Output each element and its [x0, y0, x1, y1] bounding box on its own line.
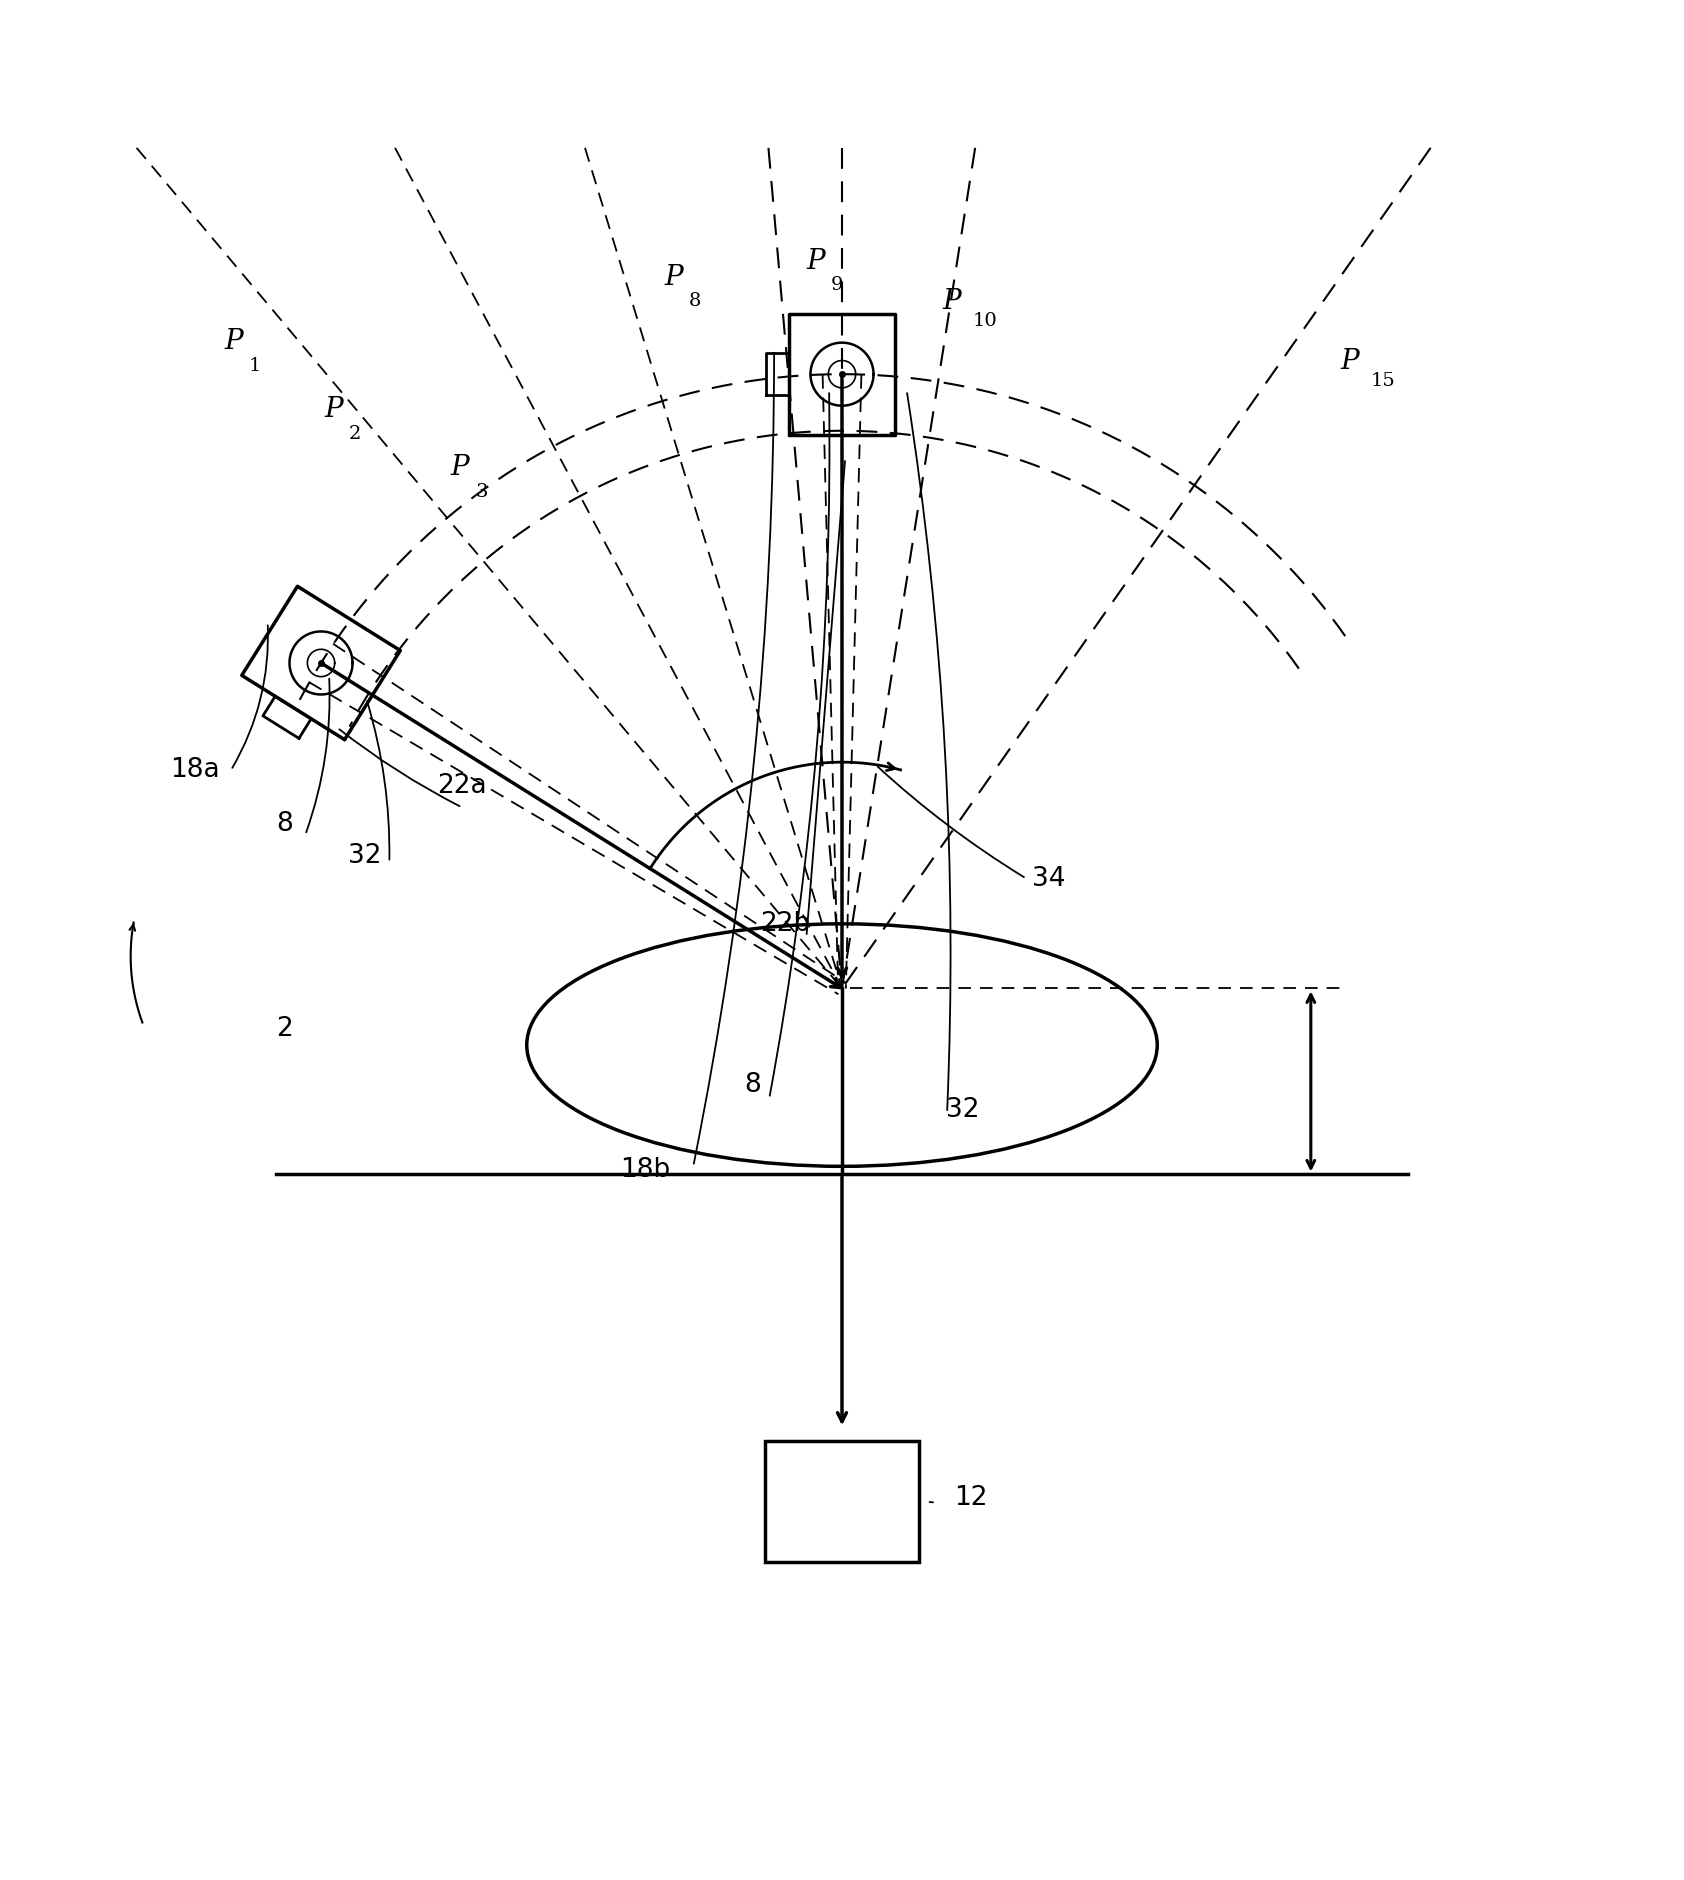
Text: 15: 15: [1371, 372, 1396, 389]
Text: 22b: 22b: [759, 910, 810, 936]
Text: P: P: [807, 248, 825, 274]
Text: P: P: [325, 397, 344, 423]
Text: 12: 12: [955, 1485, 989, 1512]
Text: 10: 10: [973, 312, 997, 329]
Text: 18a: 18a: [170, 758, 221, 784]
Text: 18b: 18b: [620, 1156, 670, 1183]
Text: P: P: [451, 455, 470, 481]
Text: 8: 8: [276, 810, 293, 837]
Text: 34: 34: [1032, 865, 1066, 891]
Text: 32: 32: [946, 1096, 980, 1122]
Text: P: P: [943, 288, 962, 316]
Text: P: P: [1340, 348, 1359, 374]
Text: 1: 1: [249, 357, 261, 376]
Text: P: P: [663, 263, 682, 291]
Text: 32: 32: [349, 842, 382, 869]
Text: 9: 9: [830, 276, 844, 295]
Text: 2: 2: [349, 425, 362, 444]
Bar: [765, 1442, 919, 1562]
Text: 3: 3: [475, 483, 488, 502]
Text: 8: 8: [744, 1072, 761, 1098]
Text: 8: 8: [689, 293, 701, 310]
Text: P: P: [224, 329, 242, 355]
Text: 22a: 22a: [438, 773, 487, 799]
Text: 2: 2: [276, 1015, 293, 1042]
